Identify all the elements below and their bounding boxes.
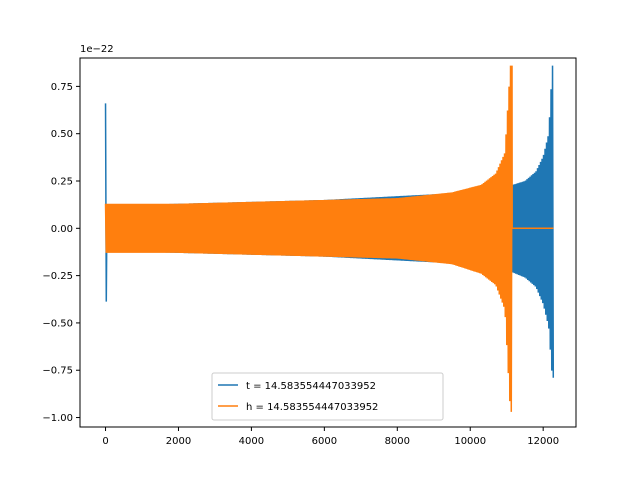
y-tick-label: 0.00 <box>51 224 73 235</box>
x-tick-label: 2000 <box>166 436 191 447</box>
legend-box <box>211 372 444 421</box>
y-tick-label: −0.50 <box>42 318 73 329</box>
legend: t = 14.583554447033952 h = 14.5835544470… <box>211 372 444 421</box>
plot-area <box>104 65 555 412</box>
legend-label-t: t = 14.583554447033952 <box>246 381 376 392</box>
x-tick-label: 6000 <box>312 436 337 447</box>
x-tick-label: 0 <box>102 436 108 447</box>
axes-frame <box>79 57 577 428</box>
x-tick-label: 4000 <box>239 436 264 447</box>
y-tick-label: 0.25 <box>51 177 73 188</box>
y-tick-label: −0.25 <box>42 271 73 282</box>
y-tick-label: 0.75 <box>51 82 73 93</box>
x-tick-label: 8000 <box>385 436 410 447</box>
y-axis-ticks: −1.00 −0.75 −0.50 −0.25 0.00 0.25 0.50 0.75 <box>42 82 80 424</box>
x-axis-ticks: 0 2000 4000 6000 8000 10000 12000 <box>102 427 559 447</box>
series-line-1 <box>104 65 554 412</box>
x-tick-label: 10000 <box>454 436 486 447</box>
y-tick-label: 0.50 <box>51 129 73 140</box>
y-tick-label: −0.75 <box>42 366 73 377</box>
x-tick-label: 12000 <box>527 436 559 447</box>
y-tick-label: −1.00 <box>42 413 73 424</box>
legend-label-h: h = 14.583554447033952 <box>246 402 378 413</box>
y-offset-label: 1e−22 <box>80 44 114 55</box>
